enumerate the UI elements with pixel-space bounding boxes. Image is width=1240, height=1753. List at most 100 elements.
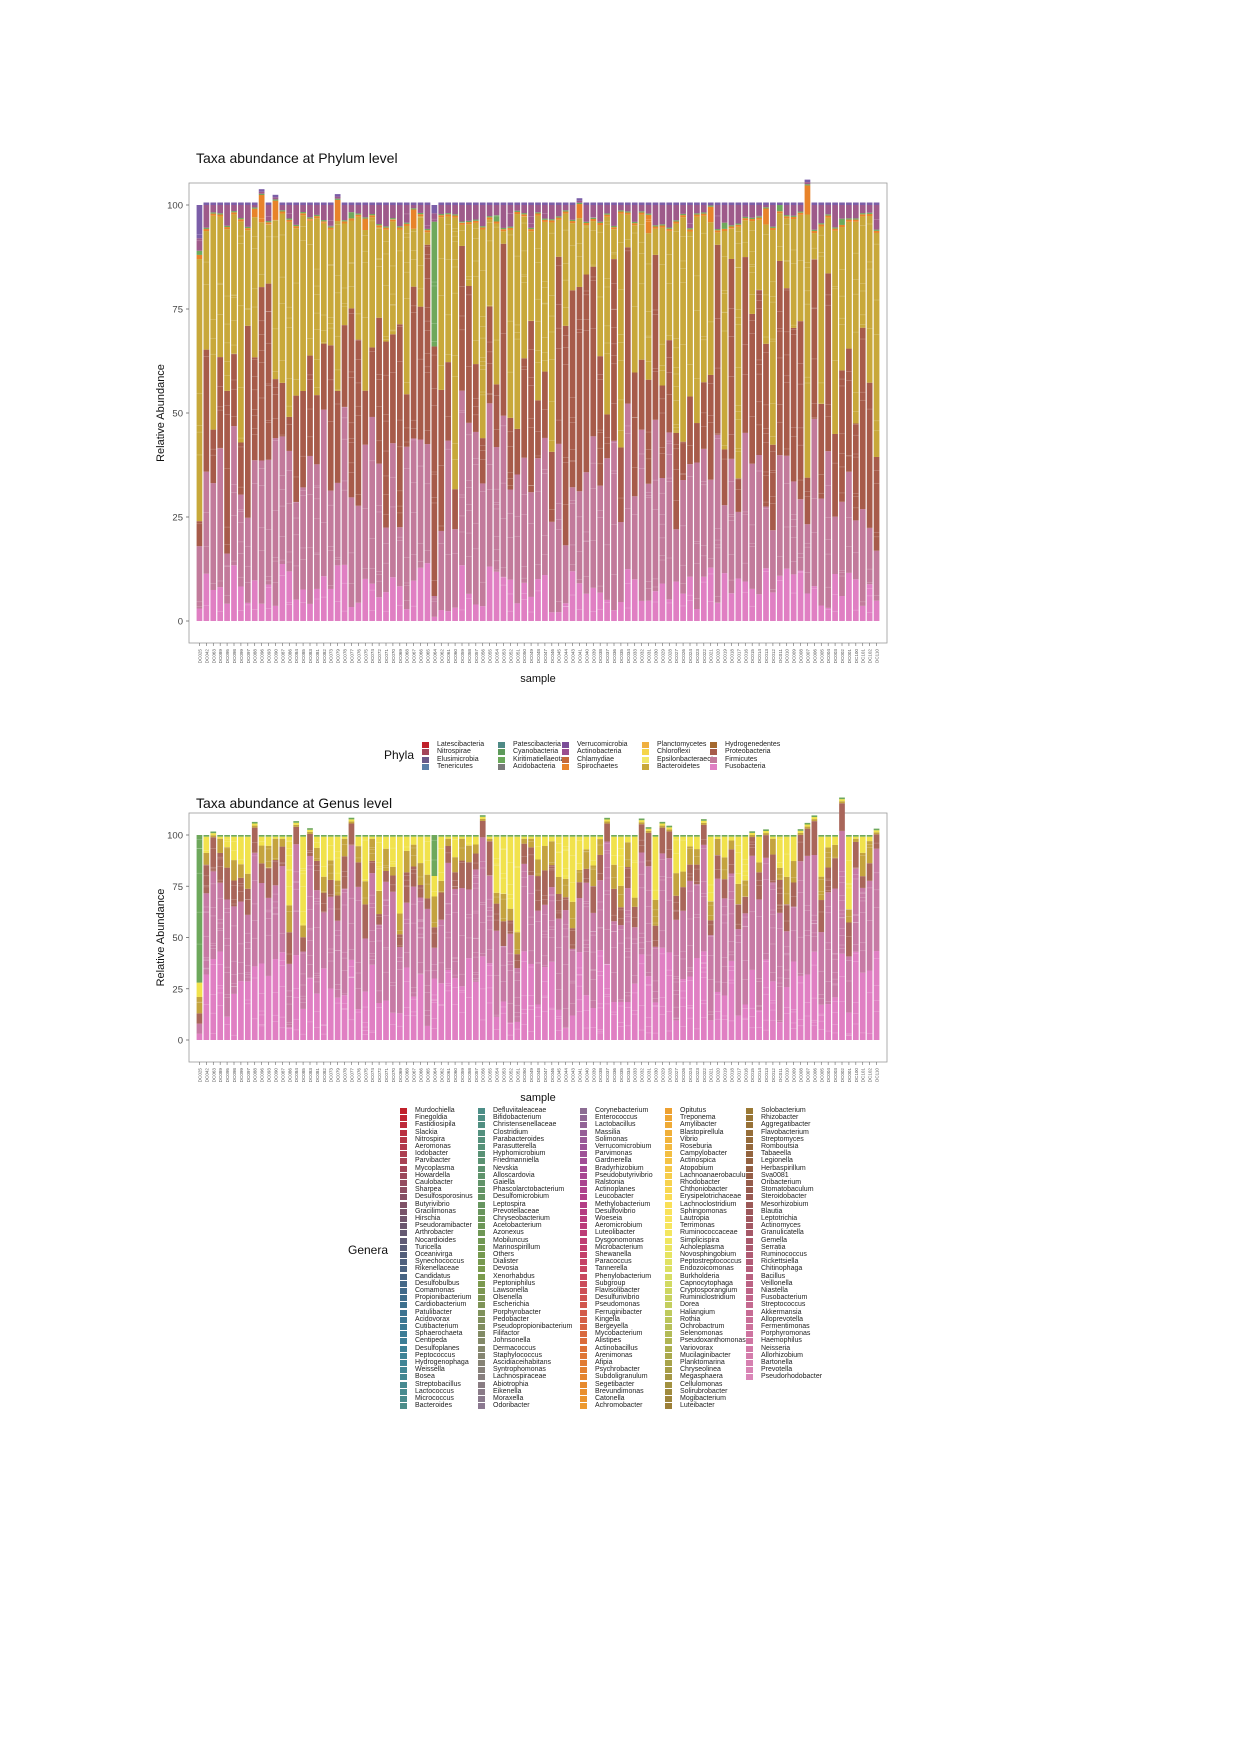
bar-stack xyxy=(258,189,265,621)
legend-key xyxy=(478,1266,485,1273)
bar-segment xyxy=(410,996,417,1040)
bar-segment xyxy=(756,217,762,220)
bar-segment xyxy=(804,184,811,186)
legend-label: Mesorhizobium xyxy=(761,1200,809,1208)
bar-segment xyxy=(714,244,721,435)
bar-segment xyxy=(859,213,866,215)
legend-item: Ruminococcus xyxy=(746,1251,807,1259)
legend-key xyxy=(642,763,649,770)
legend-item: Lautropia xyxy=(665,1215,709,1223)
bar-segment xyxy=(590,1008,597,1040)
bar-segment xyxy=(652,228,659,255)
bar-segment xyxy=(763,829,769,832)
legend-label: Planktomarina xyxy=(680,1359,725,1366)
bar-stack xyxy=(514,835,521,1040)
bar-segment xyxy=(742,257,749,433)
bar-segment xyxy=(735,835,742,837)
legend-key xyxy=(400,1259,407,1266)
legend-label: Olsenella xyxy=(493,1294,523,1302)
legend-label: Arenimonas xyxy=(595,1351,633,1359)
bar-segment xyxy=(631,579,638,621)
bar-segment xyxy=(749,831,756,833)
legend-key xyxy=(478,1360,485,1366)
bar-segment xyxy=(542,219,548,222)
legend-label: Streptomyces xyxy=(761,1135,804,1143)
bar-stack xyxy=(859,202,866,621)
legend-item: Slackia xyxy=(400,1129,438,1137)
bar-segment xyxy=(203,231,210,350)
legend-item: Propionibacterium xyxy=(400,1294,471,1302)
bar-segment xyxy=(431,221,438,347)
legend-item: Azonexus xyxy=(478,1229,524,1237)
legend-item: Leucobacter xyxy=(580,1193,634,1201)
bar-stack xyxy=(500,835,507,1040)
bar-segment xyxy=(334,565,341,621)
bar-segment xyxy=(244,836,251,874)
bar-segment xyxy=(203,864,210,894)
legend-key xyxy=(746,1295,753,1302)
bar-stack xyxy=(548,835,555,1040)
bar-stack xyxy=(700,202,707,621)
bar-segment xyxy=(666,952,673,1040)
legend-key xyxy=(478,1252,485,1258)
bar-segment xyxy=(562,1028,569,1040)
legend-item: Actinobacillus xyxy=(580,1345,638,1353)
bar-segment xyxy=(265,224,272,284)
bar-segment xyxy=(486,838,493,842)
bar-segment xyxy=(548,205,555,220)
bar-segment xyxy=(804,824,811,827)
bar-segment xyxy=(673,529,680,582)
bar-segment xyxy=(438,389,445,531)
legend-label: Sphaerochaeta xyxy=(415,1330,463,1338)
bar-segment xyxy=(638,822,645,825)
bar-stack xyxy=(797,202,804,621)
legend-item: Parasutterella xyxy=(478,1143,536,1151)
bar-segment xyxy=(756,594,762,621)
bar-segment xyxy=(479,837,486,957)
legend-key xyxy=(746,1280,753,1287)
bar-segment xyxy=(638,211,645,213)
x-tick-label: DC024 xyxy=(688,1068,693,1083)
bar-segment xyxy=(265,897,272,976)
bar-segment xyxy=(562,910,569,1029)
bar-stack xyxy=(528,202,534,621)
bar-segment xyxy=(797,499,804,571)
bar-segment xyxy=(652,225,659,227)
bar-segment xyxy=(486,306,493,404)
x-tick-label: DC073 xyxy=(329,1068,334,1083)
legend-key xyxy=(746,1172,753,1179)
bar-segment xyxy=(493,447,500,572)
bar-segment xyxy=(597,202,604,205)
legend-key xyxy=(580,1280,587,1287)
bar-segment xyxy=(196,205,203,239)
legend-item: Planktomarina xyxy=(665,1359,725,1367)
bar-segment xyxy=(238,218,244,220)
legend-label: Pseudorhodobacter xyxy=(761,1373,823,1381)
bar-segment xyxy=(217,836,224,839)
bar-segment xyxy=(576,583,583,621)
legend-key xyxy=(580,1122,587,1129)
bar-segment xyxy=(307,831,313,834)
bar-segment xyxy=(818,403,825,499)
bar-segment xyxy=(776,1022,783,1040)
x-tick-label: DC015 xyxy=(750,1068,755,1083)
bar-stack xyxy=(452,202,458,621)
bar-segment xyxy=(320,343,327,410)
x-tick-label: DC095 xyxy=(225,1068,230,1083)
legend-item: Catonella xyxy=(580,1395,625,1403)
legend-key xyxy=(478,1144,485,1150)
bar-segment xyxy=(839,801,845,804)
bar-segment xyxy=(251,966,258,1040)
x-tick-label: DC006 xyxy=(812,649,817,664)
bar-stack xyxy=(756,835,762,1040)
bar-segment xyxy=(700,212,707,214)
bar-segment xyxy=(424,230,431,233)
legend-item: Mobiluncus xyxy=(478,1237,528,1245)
bar-stack xyxy=(790,202,797,621)
bar-segment xyxy=(797,834,804,862)
bar-segment xyxy=(846,835,852,837)
x-tick-label: DC084 xyxy=(294,1068,299,1083)
bar-segment xyxy=(846,471,852,573)
bar-stack xyxy=(362,202,369,621)
bar-segment xyxy=(832,433,838,517)
